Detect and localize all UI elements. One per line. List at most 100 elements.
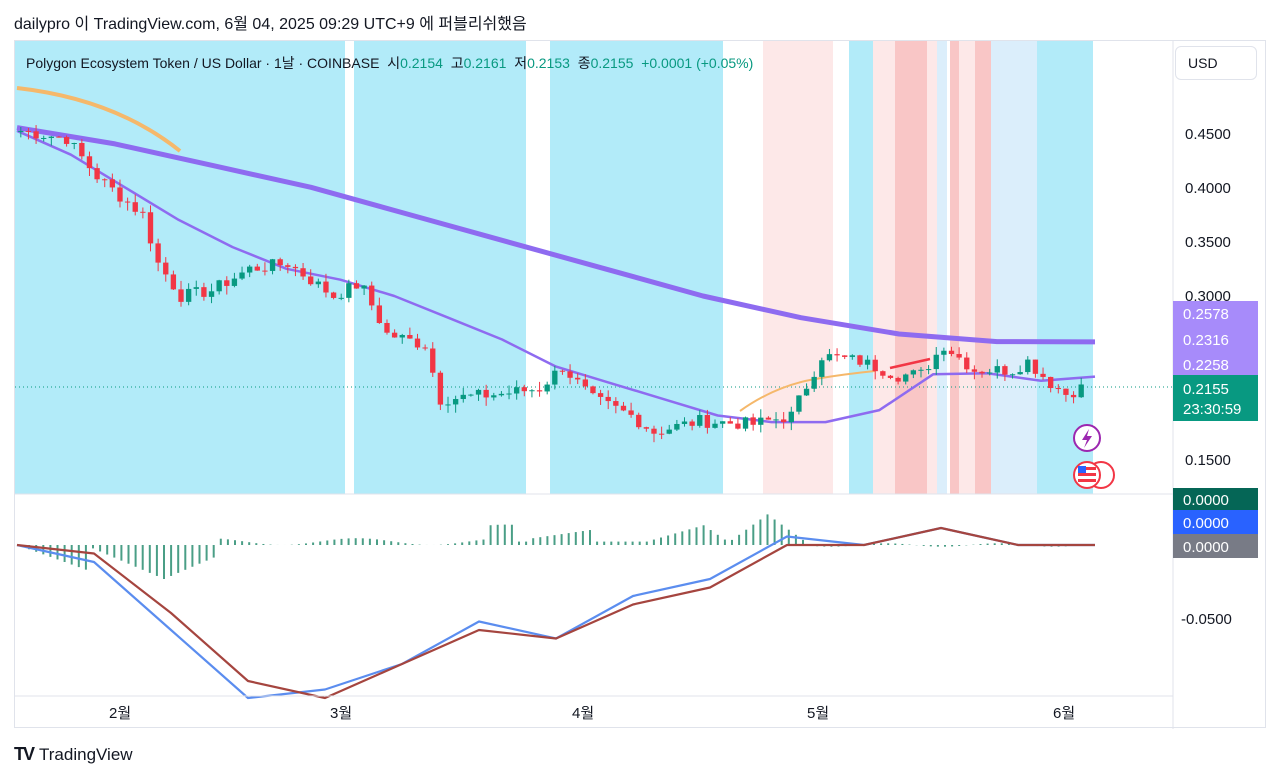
candle-body <box>1048 376 1054 389</box>
candle-body <box>193 287 199 289</box>
macd-histogram-bar <box>184 545 187 570</box>
macd-histogram-bar <box>99 545 102 552</box>
ma-orange-early <box>16 86 182 153</box>
brand-name: TradingView <box>39 744 133 764</box>
candle-body <box>811 376 817 389</box>
candle-body <box>582 379 588 387</box>
candle-body <box>933 354 939 370</box>
macd-histogram-bar <box>752 524 755 545</box>
macd-histogram-bar <box>340 538 343 545</box>
chart-canvas[interactable]: 0.4500 0.4000 0.3500 0.3000 0.1500 0.257… <box>15 41 1267 729</box>
candle-body <box>941 350 947 355</box>
close-label: 종 <box>577 55 591 71</box>
candle-body <box>544 384 550 392</box>
price-tick: 0.3500 <box>1185 234 1231 251</box>
time-tick: 2월 <box>109 705 131 722</box>
macd-histogram-bar <box>475 540 478 545</box>
candle-body <box>590 386 596 394</box>
candle-body <box>910 370 917 375</box>
candle-body <box>361 285 367 289</box>
macd-histogram-bar <box>489 525 492 545</box>
candle-body <box>613 401 619 406</box>
macd-histogram-bar <box>319 541 322 545</box>
candle-body <box>430 348 436 373</box>
ma-badge-label: 0.2258 <box>1183 357 1229 374</box>
candle-body <box>147 212 154 244</box>
candle-body <box>224 280 230 286</box>
candle-body <box>552 370 558 385</box>
macd-histogram-bar <box>411 544 414 545</box>
candle-body <box>666 429 672 434</box>
price-axis: 0.4500 0.4000 0.3500 0.3000 0.1500 <box>1185 126 1231 469</box>
candle-body <box>719 421 726 424</box>
candle-body <box>277 259 283 266</box>
candle-body <box>605 396 611 402</box>
candle-body <box>1032 359 1039 374</box>
macd-histogram-bar <box>993 543 996 545</box>
macd-histogram-bar <box>397 542 400 545</box>
footer-brand[interactable]: TV TradingView <box>14 744 133 765</box>
lightning-icon[interactable] <box>1073 424 1101 452</box>
macd-histogram-bar <box>780 524 783 545</box>
macd-histogram-bar <box>652 539 655 545</box>
candle-body <box>567 371 573 378</box>
us-flag-icon[interactable] <box>1073 461 1115 489</box>
candle-body <box>407 335 413 339</box>
candle-body <box>1070 394 1077 398</box>
macd-histogram-bar <box>92 545 94 549</box>
macd-histogram-bar <box>347 538 350 545</box>
ma-slow-line <box>16 125 1096 345</box>
candle-body <box>948 350 955 355</box>
macd-histogram-bar <box>141 545 144 570</box>
high-value: 0.2161 <box>463 55 507 71</box>
macd-histogram-bar <box>503 524 506 545</box>
macd-histogram-bar <box>944 545 946 547</box>
macd-histogram-bar <box>794 534 797 545</box>
macd-histogram-bar <box>106 545 109 555</box>
macd-histogram-bar <box>723 539 726 545</box>
macd-histogram-bar <box>404 543 407 545</box>
macd-histogram-bar <box>212 545 215 558</box>
price-tick: 0.3000 <box>1185 288 1231 305</box>
macd-histogram-bar <box>702 525 705 545</box>
macd-histogram-bar <box>454 543 457 545</box>
macd-histogram-bar <box>42 545 45 555</box>
macd-histogram-bar <box>113 545 116 558</box>
price-tick: 0.4000 <box>1185 180 1231 197</box>
background-zones <box>15 41 1093 494</box>
candle-body <box>1078 384 1084 398</box>
currency-button[interactable]: USD <box>1175 46 1257 80</box>
ma-fast-line <box>16 129 1096 424</box>
candle-body <box>1025 359 1031 373</box>
time-tick: 3월 <box>330 705 352 722</box>
candle-body <box>254 266 260 271</box>
candle-body <box>872 359 878 372</box>
candle-body <box>971 369 978 372</box>
candle-body <box>895 377 901 382</box>
macd-histogram-bar <box>695 527 698 545</box>
candle-body <box>712 423 718 428</box>
macd-histogram-bar <box>716 534 719 545</box>
macd-histogram-bar <box>312 542 315 545</box>
candle-body <box>880 371 886 376</box>
macd-histogram-bar <box>241 541 244 545</box>
macd-histogram-bar <box>986 543 989 545</box>
macd-histogram-bar <box>802 539 804 545</box>
macd-histogram-bar <box>376 539 378 545</box>
candle-body <box>857 355 863 365</box>
candle-body <box>460 394 466 400</box>
macd-histogram-bar <box>532 538 535 545</box>
chart-panel[interactable]: 0.4500 0.4000 0.3500 0.3000 0.1500 0.257… <box>14 40 1267 729</box>
candle-body <box>208 291 215 297</box>
candle-body <box>521 387 527 392</box>
candle-body <box>750 417 756 425</box>
macd-histogram-bar <box>958 545 961 546</box>
macd-histogram-bar <box>163 545 165 579</box>
macd-histogram-bar <box>219 538 222 545</box>
low-value: 0.2153 <box>527 55 570 71</box>
macd-histogram-bar <box>546 536 549 545</box>
candle-body <box>781 419 787 423</box>
open-label: 시 <box>387 55 401 71</box>
macd-histogram-bar <box>390 541 393 545</box>
candle-body <box>514 387 520 394</box>
